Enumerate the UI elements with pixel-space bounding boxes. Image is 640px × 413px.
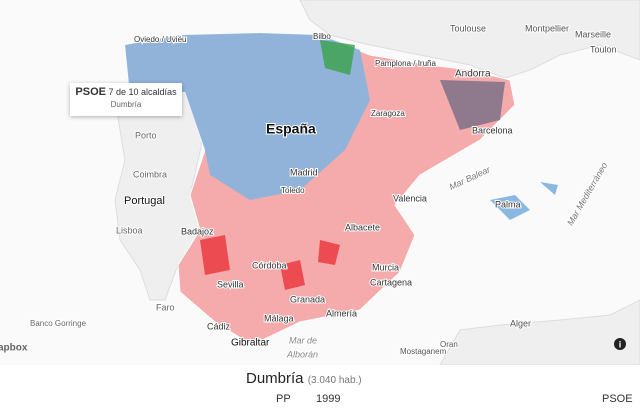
footer-right[interactable]: PSOE: [602, 393, 633, 405]
footer: Dumbría (3.040 hab.) PP 1999 PSOE: [0, 365, 640, 413]
place-label: Toulouse: [450, 23, 486, 33]
place-label: Sevilla: [217, 279, 244, 289]
africa: [439, 299, 640, 365]
tooltip-detail: 7 de 10 alcaldías: [108, 87, 177, 97]
place-label: Granada: [290, 294, 325, 304]
place-label: Portugal: [124, 195, 165, 207]
footer-year[interactable]: 1999: [316, 393, 341, 405]
place-label: Cartagena: [370, 277, 412, 287]
place-label: Coimbra: [133, 169, 167, 179]
place-label: Valencia: [393, 193, 427, 203]
place-label: Barcelona: [472, 125, 513, 135]
place-label: Badajoz: [181, 226, 214, 236]
patches: [200, 235, 340, 290]
place-label: Lisboa: [116, 225, 143, 235]
attribution: apbox: [0, 343, 28, 354]
place-label: Banco Gorringe: [30, 319, 87, 328]
tooltip: PSOE 7 de 10 alcaldías Dumbría: [70, 83, 182, 116]
place-label: Andorra: [455, 69, 491, 80]
place-label: Pamplona / Iruña: [375, 59, 436, 68]
footer-place: Dumbría: [246, 370, 304, 387]
place-label: Mar de: [289, 335, 317, 345]
place-label: Mostaganem: [400, 347, 447, 356]
info-text: i: [619, 339, 622, 349]
place-label: Montpellier: [525, 23, 569, 33]
place-label: Almería: [326, 308, 357, 318]
place-label: Faro: [156, 302, 175, 312]
catalonia: [440, 80, 505, 130]
spain-north: [125, 33, 370, 200]
balearics: [490, 182, 558, 220]
tooltip-party: PSOE: [75, 86, 106, 98]
basque: [320, 40, 355, 75]
tooltip-place: Dumbría: [110, 100, 142, 109]
place-label: Toulon: [590, 44, 617, 54]
place-label: Málaga: [264, 313, 294, 323]
place-label: Gibraltar: [231, 338, 270, 349]
place-label: Zaragoza: [371, 109, 405, 118]
place-label: Albacete: [345, 222, 380, 232]
place-label: España: [266, 121, 316, 137]
footer-population: (3.040 hab.): [307, 375, 362, 386]
place-label: Palma: [495, 199, 521, 209]
place-label: Alger: [510, 318, 531, 328]
place-label: Cádiz: [207, 321, 231, 331]
info-icon[interactable]: [614, 338, 626, 350]
place-label: Oran: [440, 340, 458, 349]
place-label: Alborán: [286, 349, 318, 359]
place-label: Córdoba: [252, 260, 287, 270]
place-label: Murcia: [372, 262, 399, 272]
place-label: Oviedo / Uviéu: [134, 35, 186, 44]
place-label: Bilbo: [313, 32, 331, 41]
place-label: Madrid: [290, 167, 318, 177]
france: [299, 0, 640, 79]
place-label: Marseille: [575, 29, 611, 39]
place-label: Toledo: [281, 186, 305, 195]
footer-left[interactable]: PP: [276, 393, 291, 405]
map[interactable]: Toulouse Montpellier Marseille Toulon Oviedo…: [0, 0, 640, 365]
place-label: Porto: [135, 130, 157, 140]
